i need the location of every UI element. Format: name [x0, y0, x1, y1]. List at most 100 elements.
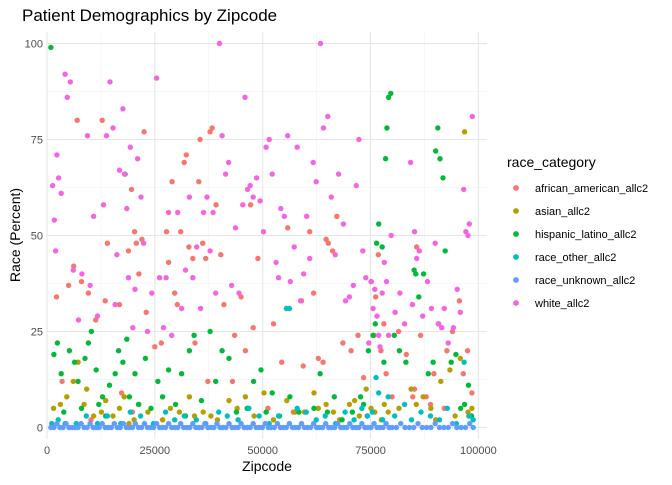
data-point — [450, 325, 457, 331]
data-point — [209, 125, 215, 131]
data-point — [186, 244, 192, 250]
data-point — [417, 332, 424, 338]
data-point — [392, 413, 398, 419]
data-point — [213, 290, 219, 296]
legend-label: race_unknown_allc2 — [535, 275, 635, 287]
data-point — [99, 420, 105, 427]
data-point — [78, 405, 85, 411]
data-point — [103, 397, 109, 404]
data-point — [389, 394, 395, 400]
data-point — [415, 420, 421, 427]
data-point — [232, 225, 239, 231]
data-point — [270, 321, 277, 327]
data-point — [116, 301, 123, 308]
data-point — [190, 275, 196, 281]
data-point — [221, 301, 227, 308]
data-point — [269, 171, 275, 177]
data-point — [403, 359, 409, 365]
data-point — [99, 117, 105, 124]
data-point — [226, 355, 232, 362]
data-point — [149, 290, 155, 296]
data-point — [58, 371, 64, 377]
data-point — [356, 424, 362, 431]
data-point — [112, 301, 118, 308]
x-axis-title: Zipcode — [242, 458, 292, 474]
data-point — [186, 394, 193, 400]
data-point — [65, 282, 72, 289]
data-point — [368, 278, 375, 285]
points-layer — [48, 40, 476, 431]
data-point — [165, 259, 172, 266]
data-point — [370, 332, 376, 338]
data-point — [186, 194, 193, 200]
data-point — [363, 386, 369, 392]
data-point — [66, 348, 73, 354]
data-point — [124, 336, 130, 342]
data-point — [90, 213, 97, 219]
data-point — [54, 420, 60, 427]
data-point — [419, 424, 425, 431]
data-point — [81, 401, 87, 408]
data-point — [178, 420, 184, 427]
data-point — [182, 267, 189, 273]
data-point — [200, 240, 206, 246]
data-point — [250, 194, 256, 200]
data-point — [211, 424, 217, 431]
data-point — [428, 405, 434, 411]
data-point — [413, 271, 419, 277]
data-point — [58, 190, 64, 196]
x-tick-label: 75000 — [355, 445, 386, 457]
data-point — [381, 359, 387, 365]
data-point — [458, 405, 464, 411]
data-point — [330, 409, 337, 415]
data-point — [457, 355, 463, 362]
data-point — [395, 328, 402, 335]
legend-label: race_other_allc2 — [535, 252, 616, 264]
data-point — [132, 371, 138, 377]
data-point — [256, 413, 262, 419]
data-point — [205, 378, 211, 385]
data-point — [158, 340, 164, 346]
data-point — [347, 420, 353, 427]
data-point — [53, 294, 60, 300]
data-point — [313, 179, 319, 185]
data-point — [247, 424, 253, 431]
data-point — [401, 401, 408, 408]
data-point — [372, 286, 378, 292]
data-point — [273, 259, 279, 266]
y-tick-label: 25 — [31, 326, 43, 338]
data-point — [300, 363, 306, 369]
data-point — [178, 229, 184, 235]
data-point — [94, 313, 101, 319]
data-point — [253, 175, 260, 181]
data-point — [432, 240, 438, 246]
data-point — [63, 420, 69, 427]
data-point — [432, 420, 438, 427]
data-point — [172, 290, 178, 296]
data-point — [207, 248, 213, 254]
data-point — [349, 409, 356, 415]
data-point — [71, 359, 78, 365]
data-point — [228, 282, 235, 289]
data-point — [430, 359, 436, 365]
data-point — [82, 355, 88, 362]
data-point — [465, 382, 472, 388]
data-point — [75, 317, 82, 323]
data-point — [335, 171, 342, 177]
legend-label: asian_allc2 — [535, 206, 590, 218]
data-point — [270, 417, 277, 423]
data-point — [167, 405, 174, 411]
data-point — [247, 202, 254, 208]
data-point — [353, 182, 359, 189]
data-point — [219, 133, 225, 139]
data-point — [384, 125, 390, 131]
data-point — [286, 305, 293, 312]
data-point — [199, 424, 205, 431]
x-tick-label: 50000 — [247, 445, 278, 457]
data-point — [356, 413, 362, 419]
y-tick-label: 100 — [25, 39, 43, 51]
data-point — [452, 413, 458, 419]
data-point — [392, 309, 398, 315]
data-point — [100, 202, 107, 208]
data-point — [59, 378, 65, 385]
